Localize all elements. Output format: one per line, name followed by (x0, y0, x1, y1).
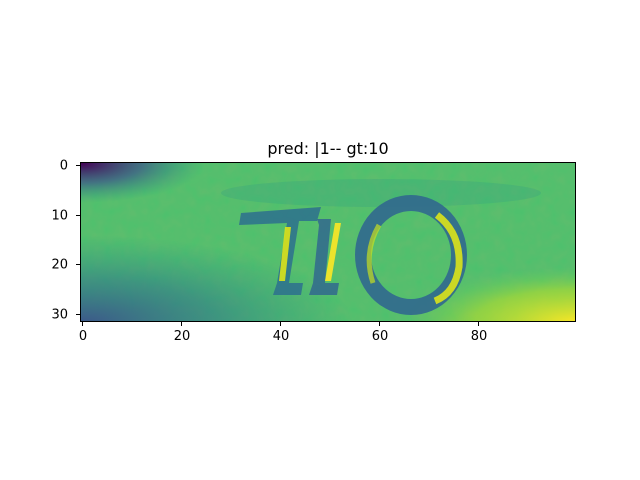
y-tick-20 (76, 264, 80, 265)
x-tick-label: 20 (173, 329, 191, 344)
y-tick-10 (76, 215, 80, 216)
y-tick-label: 20 (51, 257, 68, 273)
x-tick-label: 60 (371, 329, 389, 344)
y-tick-0 (76, 165, 80, 166)
band-top (221, 179, 541, 207)
crop-image (81, 163, 575, 321)
plot-title: pred: |1-- gt:10 (267, 139, 389, 158)
x-tick-80 (478, 322, 479, 326)
y-tick-label: 0 (59, 158, 68, 174)
engraved-digit-one (239, 207, 321, 295)
x-tick-20 (181, 322, 182, 326)
x-tick-0 (82, 322, 83, 326)
x-tick-label: 0 (78, 329, 88, 344)
x-tick-label: 40 (272, 329, 290, 344)
y-tick-30 (76, 314, 80, 315)
x-tick-label: 80 (470, 329, 488, 344)
x-tick-40 (280, 322, 281, 326)
image-plot (80, 162, 576, 322)
x-tick-60 (379, 322, 380, 326)
engraved-digit-zero (355, 195, 467, 315)
y-tick-label: 10 (51, 208, 68, 224)
engraved-digit-one-second (309, 219, 341, 295)
y-tick-label: 30 (51, 307, 68, 323)
